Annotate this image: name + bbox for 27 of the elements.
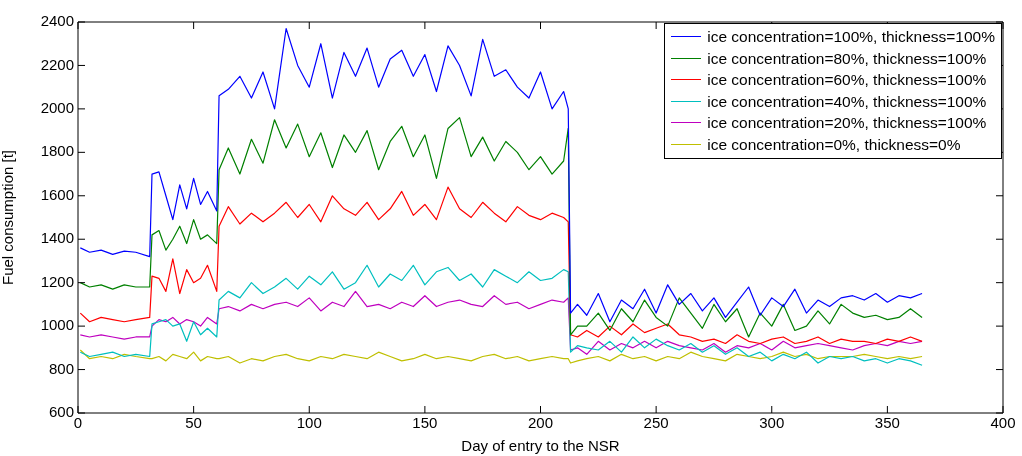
- y-tick-label: 2200: [40, 55, 74, 73]
- y-tick-label: 1200: [40, 272, 74, 290]
- y-tick-label: 600: [48, 403, 74, 421]
- x-tick-label: 200: [527, 414, 554, 432]
- y-tick-label: 800: [48, 359, 74, 377]
- legend-label: ice concentration=40%, thickness=100%: [707, 91, 987, 112]
- x-tick-label: 100: [296, 414, 322, 432]
- x-tick-label: 250: [643, 414, 669, 432]
- y-axis-title: Fuel consumption [t]: [0, 149, 17, 286]
- y-tick-label: 1600: [40, 185, 74, 203]
- legend-label: ice concentration=20%, thickness=100%: [707, 113, 987, 133]
- x-axis-title: Day of entry to the NSR: [461, 437, 620, 455]
- y-tick-label: 1800: [40, 142, 74, 160]
- legend-label: ice concentration=100%, thickness=100%: [707, 27, 995, 47]
- x-tick-label: 150: [412, 414, 438, 432]
- y-tick-label: 2000: [40, 99, 74, 117]
- x-tick-label: 350: [874, 414, 900, 432]
- y-tick-label: 1400: [40, 229, 74, 247]
- x-tick-label: 50: [185, 414, 202, 432]
- y-tick-label: 2400: [40, 12, 74, 30]
- x-tick-label: 400: [990, 414, 1016, 432]
- x-tick-label: 300: [759, 414, 785, 432]
- y-tick-label: 1000: [40, 316, 74, 334]
- legend-label: ice concentration=0%, thickness=0%: [707, 134, 961, 155]
- x-tick-label: 0: [73, 414, 83, 432]
- legend-label: ice concentration=60%, thickness=100%: [707, 70, 987, 90]
- legend-label: ice concentration=80%, thickness=100%: [707, 48, 987, 69]
